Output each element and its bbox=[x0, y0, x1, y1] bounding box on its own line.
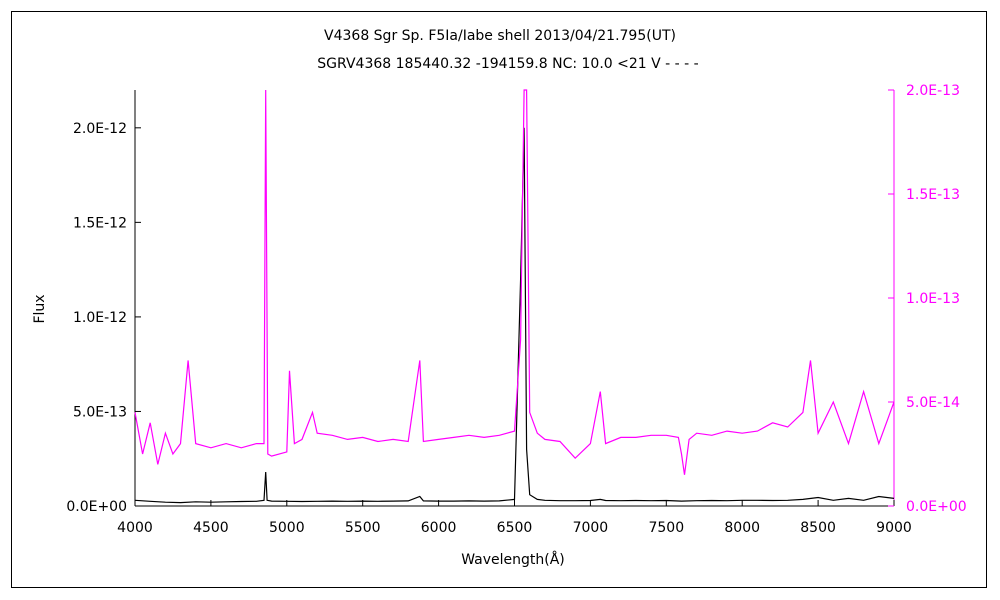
x-axis-label: Wavelength(Å) bbox=[461, 551, 565, 568]
y-right-tick-label: 2.0E-13 bbox=[906, 83, 960, 99]
y-right-tick-label: 1.5E-13 bbox=[906, 187, 960, 203]
x-tick-label: 8500 bbox=[800, 520, 836, 536]
x-tick-label: 5000 bbox=[269, 520, 305, 536]
x-tick-label: 7500 bbox=[648, 520, 684, 536]
flux-series-line bbox=[134, 127, 895, 504]
y-left-tick-label: 1.5E-12 bbox=[73, 215, 127, 231]
x-tick-label: 4000 bbox=[117, 520, 153, 536]
x-tick-label: 7000 bbox=[573, 520, 609, 536]
x-tick-label: 6000 bbox=[421, 520, 457, 536]
y-left-tick-label: 0.0E+00 bbox=[66, 499, 127, 515]
chart-title-line1: V4368 Sgr Sp. F5Ia/Iabe shell 2013/04/21… bbox=[324, 28, 676, 44]
chart-title-line2: SGRV4368 185440.32 -194159.8 NC: 10.0 <2… bbox=[317, 56, 698, 72]
chart-frame bbox=[11, 11, 987, 588]
y-right-tick-label: 5.0E-14 bbox=[906, 395, 960, 411]
y-left-tick-label: 2.0E-12 bbox=[73, 121, 127, 137]
x-tick-label: 8000 bbox=[724, 520, 760, 536]
y-axis-label: Flux bbox=[32, 294, 48, 323]
scaled-flux-series-line bbox=[134, 89, 895, 475]
y-right-tick-label: 0.0E+00 bbox=[906, 499, 967, 515]
x-tick-label: 5500 bbox=[345, 520, 381, 536]
y-right-tick-label: 1.0E-13 bbox=[906, 291, 960, 307]
y-left-tick-label: 5.0E-13 bbox=[73, 404, 127, 420]
x-tick-label: 9000 bbox=[876, 520, 912, 536]
y-left-tick-label: 1.0E-12 bbox=[73, 310, 127, 326]
x-tick-label: 4500 bbox=[193, 520, 229, 536]
x-tick-label: 6500 bbox=[497, 520, 533, 536]
